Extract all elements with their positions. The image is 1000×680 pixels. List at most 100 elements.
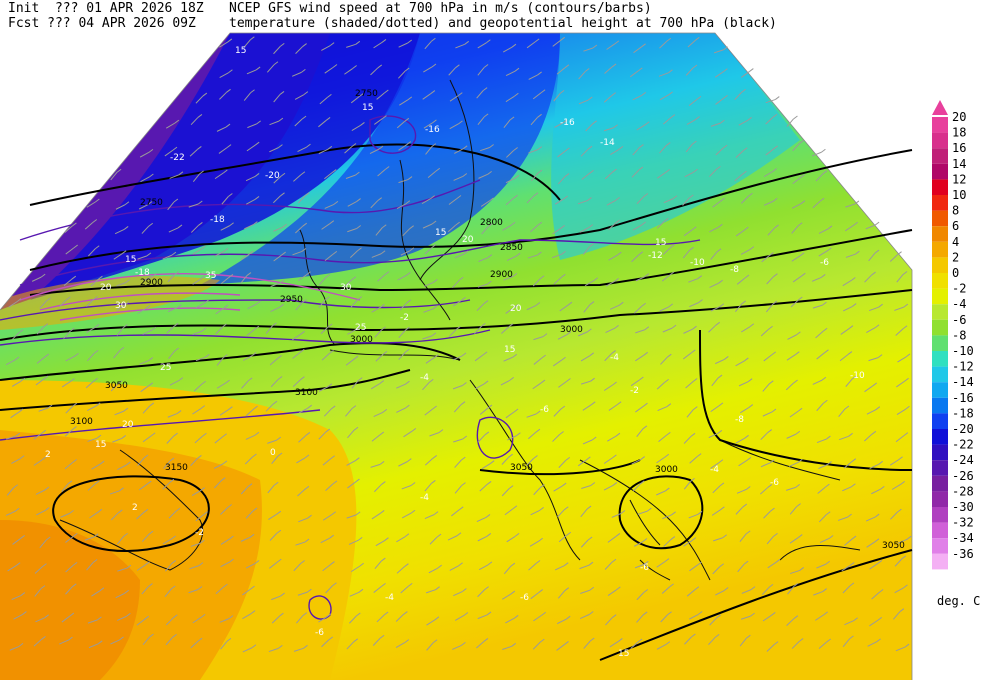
wind-barb-flag [121,435,127,439]
wind-barb-flag [272,322,277,327]
wind-barb [194,435,203,444]
wind-barb-flag [307,514,312,519]
wind-barb-flag [905,405,910,410]
wind-barb [215,307,225,315]
wind-barb-flag [353,426,359,431]
colorbar-tick-label: -28 [952,484,974,498]
wind-barb [448,67,456,76]
wind-barb-flag [510,590,516,595]
wind-barb [298,195,306,204]
wind-barb [605,327,615,334]
wind-barb-flag [561,273,566,278]
wind-barb [60,512,70,518]
wind-barb [84,536,95,541]
temp-label: -20 [265,171,280,181]
wind-barb [140,176,150,183]
wind-barb-flag [198,222,203,226]
height-label: 2950 [280,295,303,305]
wind-barb [34,566,43,574]
wind-barb-flag [403,611,408,615]
wind-barb [167,274,176,283]
wind-barb [837,516,848,521]
wind-barb-flag [307,404,313,409]
wind-barb-flag [461,352,467,357]
wind-barb [86,201,96,208]
wind-barb-flag [795,351,800,356]
temp-label: 2 [132,503,138,513]
wind-barb-flag [697,510,703,515]
wind-barb [506,150,514,158]
height-contours [0,143,913,661]
temp-label: -4 [610,353,619,363]
colorbar-arrow [932,100,948,115]
wind-barb [139,151,150,158]
wind-barb [710,251,718,260]
wind-barb-flag [117,509,123,514]
wind-barb-flag [638,166,644,171]
wind-barb [634,305,643,314]
colorbar-tick-label: -4 [952,297,966,311]
wind-barb-flag [614,324,619,329]
wind-barb-flag [355,478,360,483]
wind-barb [219,618,230,623]
wind-barb-flag [508,485,514,490]
wind-barb [609,304,620,310]
wind-barb-flag [901,555,907,560]
wind-barb [191,490,201,496]
wind-barb [845,253,856,258]
wind-label: 15 [618,649,629,659]
wind-barb [266,64,275,73]
wind-barb-flag [744,434,749,439]
wind-barb-flag [538,537,543,542]
colorbar-swatch [932,288,948,305]
wind-barb-flag [72,561,78,566]
wind-barb-flag [351,405,357,410]
wind-barb-flag [172,146,178,151]
wind-barb-flag [281,251,286,256]
wind-barb-flag [18,329,24,334]
wind-barb [87,353,95,362]
wind-barb [324,172,333,180]
wind-barb-flag [357,536,363,541]
wind-barb-flag [672,195,678,200]
wind-barb [790,299,799,308]
wind-barb [61,615,71,623]
wind-barb-flag [70,327,75,332]
wind-barb [815,614,824,621]
wind-barb-flag [512,353,518,358]
wind-barb-flag [665,169,670,173]
wind-barb [400,250,411,256]
wind-barb-flag [665,487,670,492]
wind-barb [812,200,821,209]
wind-barb-flag [72,402,78,407]
wind-barb-flag [197,200,203,205]
wind-barb [241,380,249,389]
wind-barb-flag [435,586,440,591]
wind-barb [216,357,224,366]
wind-barb [86,562,94,571]
wind-barb [346,460,356,466]
wind-barb [114,410,125,416]
wind-barb [347,228,357,233]
wind-barb-flag [329,220,335,225]
wind-barb [476,641,485,649]
wind-barb-flag [143,454,149,459]
wind-barb [374,560,382,570]
wind-barb-flag [226,88,231,93]
wind-barb-flag [718,223,723,228]
wind-barb-flag [68,636,73,641]
wind-barb [349,250,358,259]
wind-barb [818,228,829,234]
wind-barb-flag [254,325,260,330]
wind-barb-flag [254,431,260,436]
wind-barb-flag [489,197,494,202]
wind-barb [273,195,281,204]
wind-barb-flag [460,456,466,461]
wind-barb [554,198,564,205]
wind-barb [110,512,119,521]
wind-barb-flag [847,513,852,518]
wind-barb-flag [73,244,78,249]
wind-barb-flag [41,636,46,640]
wind-barb [346,641,355,650]
